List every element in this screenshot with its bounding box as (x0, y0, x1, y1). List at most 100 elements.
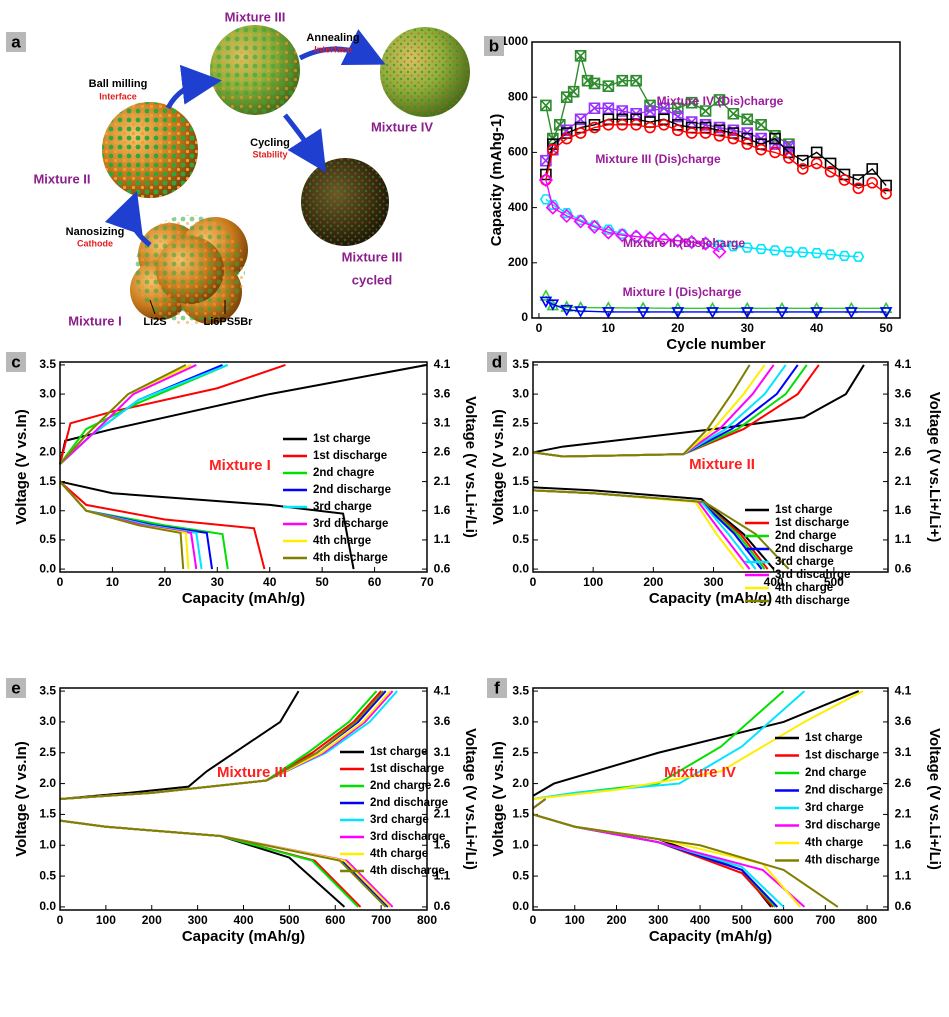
legend-label: 3rd charge (370, 814, 429, 826)
x-tick-label: 70 (420, 575, 434, 589)
y-tick-label: 1.0 (512, 503, 529, 517)
diagram-label: Li2S (143, 316, 166, 328)
marker (852, 182, 865, 195)
y-axis-label: Voltage (V vs.In) (490, 741, 507, 857)
x-tick-label: 0 (530, 913, 537, 927)
marker (810, 146, 823, 159)
legend-label: 1st discharge (805, 750, 879, 762)
y-tick-label: 2.5 (39, 415, 56, 429)
series-line (532, 690, 860, 908)
marker (741, 138, 754, 150)
series-line (59, 364, 187, 570)
series-line (532, 690, 806, 908)
plot-frame (532, 361, 889, 573)
marker (545, 200, 560, 215)
marker (671, 307, 685, 319)
x-axis-label: Capacity (mAh/g) (182, 928, 305, 945)
legend-label: 3rd discahrge (775, 569, 850, 581)
marker (769, 146, 781, 159)
y2-tick-label: 3.1 (434, 415, 451, 429)
marker (540, 99, 552, 112)
y-tick-label: 0.0 (39, 899, 56, 913)
marker (602, 80, 615, 92)
series-line (532, 690, 864, 908)
y2-tick-label: 1.1 (434, 532, 451, 546)
series-line (59, 690, 346, 908)
marker (644, 105, 656, 117)
legend-label: 2nd discharge (313, 484, 391, 496)
x-tick-label: 600 (325, 913, 345, 927)
x-tick-label: 60 (368, 575, 382, 589)
x-tick-label: 300 (648, 913, 668, 927)
diagram-label: Cathode (77, 238, 113, 248)
x-tick-label: 40 (263, 575, 277, 589)
series-line (532, 364, 799, 570)
marker (629, 229, 644, 244)
x-tick-label: 40 (810, 321, 824, 335)
series-line (532, 364, 790, 570)
marker (560, 304, 574, 317)
y2-tick-label: 2.6 (895, 445, 912, 459)
series-line (532, 364, 808, 570)
x-tick-label: 20 (158, 575, 172, 589)
marker (699, 127, 712, 139)
marker (685, 127, 698, 139)
series-line (59, 363, 229, 570)
legend-label: 2nd charge (775, 530, 836, 542)
marker (879, 307, 893, 319)
marker (880, 179, 892, 192)
annotation: Mixture II (689, 456, 755, 473)
marker (559, 208, 574, 224)
x-axis-label: Capacity (mAh/g) (649, 590, 772, 607)
marker (769, 132, 781, 145)
x-tick-label: 10 (106, 575, 120, 589)
legend-label: 1st discharge (775, 517, 849, 529)
x-tick-label: 0 (536, 321, 543, 335)
panel-label: e (11, 678, 20, 697)
y2-tick-label: 4.1 (895, 357, 912, 371)
y2-axis-label: Voltage (V vs.Li+/Li) (462, 396, 479, 538)
diagram-label: Mixture IV (371, 119, 433, 134)
y2-tick-label: 3.6 (895, 714, 912, 728)
x-tick-label: 30 (741, 321, 755, 335)
plot-frame (532, 687, 889, 911)
y-tick-label: 3.0 (39, 386, 56, 400)
marker (574, 50, 587, 62)
marker (684, 234, 699, 250)
y2-tick-label: 1.1 (895, 868, 912, 882)
series-line (532, 798, 779, 908)
legend-label: 3rd charge (775, 556, 834, 568)
y-tick-label: 2.5 (512, 415, 529, 429)
diagram-label: Mixture III (225, 9, 286, 24)
y-tick-label: 1.5 (512, 807, 529, 821)
y-axis-label: Voltage (V vs.In) (13, 741, 30, 857)
annotation: Mixture I (209, 457, 271, 474)
marker (601, 225, 616, 240)
legend-label: 4th charge (775, 582, 833, 594)
y2-tick-label: 3.6 (434, 714, 451, 728)
diagram-label: Mixture II (33, 171, 90, 186)
panel-label-box (487, 352, 507, 372)
series-line (59, 363, 223, 570)
y-tick-label: 3.0 (39, 714, 56, 728)
marker (880, 188, 892, 200)
x-tick-label: 700 (371, 913, 391, 927)
marker (713, 94, 726, 106)
y2-tick-label: 2.1 (434, 474, 451, 488)
y2-tick-label: 1.1 (895, 532, 912, 546)
diagram-label: cycled (352, 272, 393, 287)
marker (573, 214, 588, 229)
legend-label: 3rd discharge (313, 518, 388, 530)
y-tick-label: 1.0 (512, 837, 529, 851)
arrows (104, 29, 386, 247)
marker (852, 251, 865, 262)
x-tick-label: 400 (690, 913, 710, 927)
marker (615, 228, 630, 243)
y-axis-label: Capacity (mAhg-1) (488, 114, 505, 247)
annotation: Mixture IV (664, 764, 736, 781)
y2-tick-label: 3.6 (895, 386, 912, 400)
legend-label: 3rd discharge (370, 831, 445, 843)
marker (560, 132, 573, 145)
diagram-label: Interface (99, 91, 137, 101)
y-axis-label: Voltage (V vs.In) (490, 409, 507, 525)
